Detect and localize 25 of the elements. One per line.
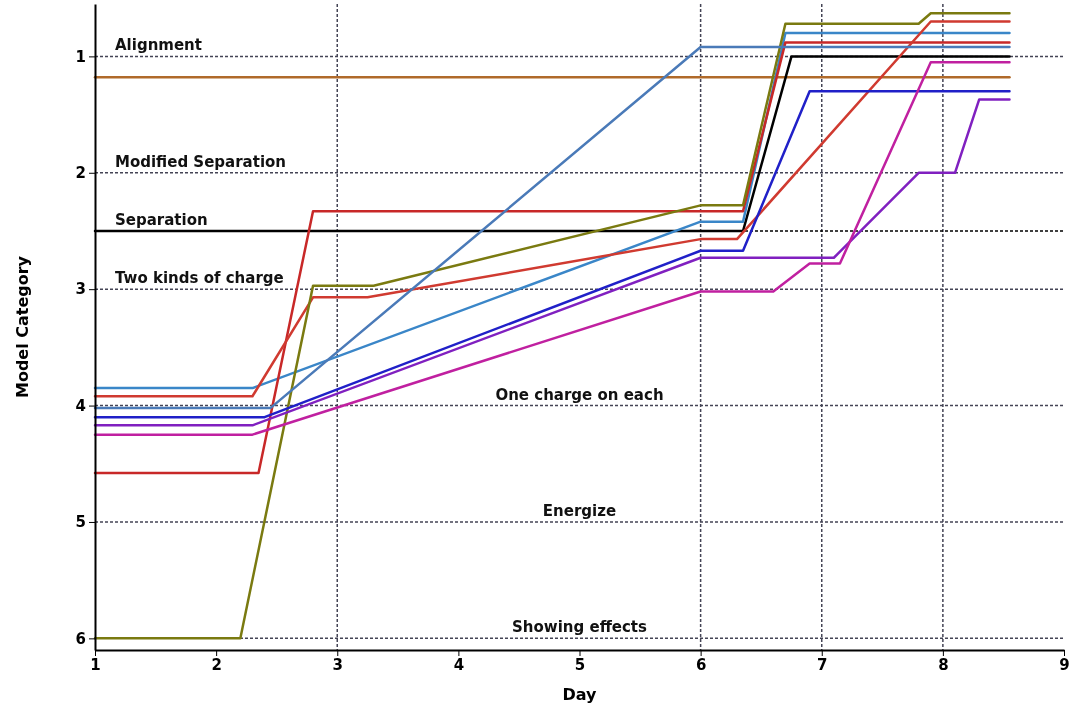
ref-line-label: Modified Separation (115, 152, 287, 171)
x-tick-label: 1 (90, 655, 101, 674)
y-tick-label: 4 (75, 396, 86, 415)
ref-line-label: Separation (115, 210, 208, 229)
y-tick-label: 3 (75, 280, 86, 299)
x-tick-label: 5 (574, 655, 586, 674)
x-tick-label: 4 (453, 655, 465, 674)
x-tick-label: 3 (332, 655, 343, 674)
x-tick-label: 6 (695, 655, 707, 674)
x-axis-title: Day (562, 685, 598, 704)
x-tick-label: 9 (1059, 655, 1070, 674)
y-tick-label: 2 (75, 164, 86, 183)
ref-line-label: Energize (542, 501, 617, 520)
ref-line-label: Showing effects (512, 618, 648, 637)
y-tick-label: 6 (75, 629, 86, 648)
ref-line-label: Alignment (115, 36, 202, 55)
y-tick-label: 1 (75, 47, 86, 66)
ref-line-label: Two kinds of charge (115, 269, 284, 288)
x-tick-label: 8 (938, 655, 949, 674)
y-tick-label: 5 (75, 513, 86, 532)
y-axis-title: Model Category (13, 255, 32, 399)
x-tick-label: 2 (211, 655, 222, 674)
line-series (93, 12, 1011, 640)
x-tick-label: 7 (817, 655, 828, 674)
ref-line-label: One charge on each (495, 385, 664, 404)
